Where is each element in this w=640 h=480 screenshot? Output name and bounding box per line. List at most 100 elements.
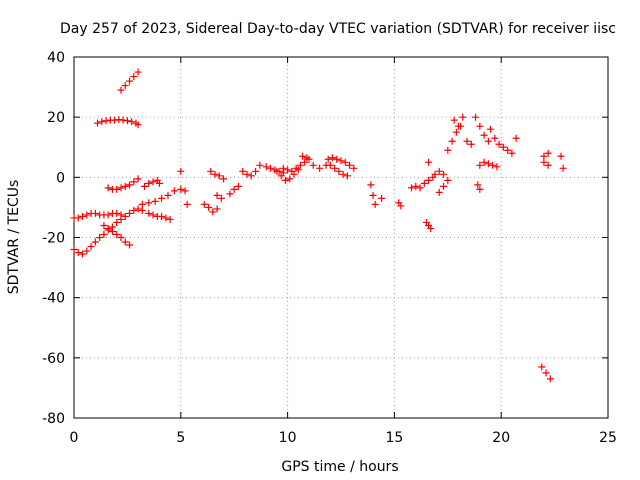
data-point (113, 209, 121, 217)
series-t14 (239, 161, 287, 180)
data-point (448, 137, 456, 145)
data-point (459, 113, 467, 121)
series-t12 (207, 167, 228, 183)
data-point (149, 178, 157, 186)
data-point (91, 238, 99, 246)
y-tick-label: 40 (47, 50, 65, 66)
series-t1 (70, 205, 142, 258)
x-tick-label: 15 (385, 430, 403, 446)
data-point (544, 149, 552, 157)
data-point (452, 128, 460, 136)
data-point (557, 152, 565, 160)
data-point (504, 146, 512, 154)
data-point (463, 137, 471, 145)
data-point (145, 179, 153, 187)
data-point (335, 167, 343, 175)
data-point (450, 116, 458, 124)
data-point (292, 164, 300, 172)
data-point (113, 185, 121, 193)
data-point (262, 163, 270, 171)
data-point (444, 176, 452, 184)
series-t16 (279, 155, 313, 175)
data-point (121, 212, 129, 220)
series-t11 (200, 194, 225, 216)
data-point (134, 205, 142, 213)
data-point (79, 212, 87, 220)
data-point (474, 181, 482, 189)
data-point (284, 166, 292, 174)
data-point (491, 134, 499, 142)
x-tick-label: 0 (70, 430, 79, 446)
data-point (427, 224, 435, 232)
data-point (213, 191, 221, 199)
data-point (326, 161, 334, 169)
data-point (495, 140, 503, 148)
data-point (200, 200, 208, 208)
data-point (211, 170, 219, 178)
data-point (339, 170, 347, 178)
data-point (493, 163, 501, 171)
data-point (155, 179, 163, 187)
data-point (74, 249, 82, 257)
data-point (341, 158, 349, 166)
data-point (126, 77, 134, 85)
data-point (164, 191, 172, 199)
data-point (113, 218, 121, 226)
data-point (544, 161, 552, 169)
data-point (79, 250, 87, 258)
data-point (542, 369, 550, 377)
data-point (440, 182, 448, 190)
series-t30 (474, 181, 484, 193)
data-point (476, 122, 484, 130)
axis-ticks: 0 5 10 15 20 25 -80 -60 -40 -20 0 20 40 (42, 50, 617, 446)
data-point (508, 149, 516, 157)
series-t33 (540, 149, 552, 160)
data-point (181, 187, 189, 195)
series-t34 (540, 158, 552, 169)
data-point (166, 215, 174, 223)
data-point (331, 164, 339, 172)
data-point (337, 157, 345, 165)
data-point (489, 161, 497, 169)
data-point (177, 167, 185, 175)
data-point (484, 137, 492, 145)
series-t10 (177, 167, 191, 208)
series-t15 (273, 166, 302, 184)
data-point (484, 160, 492, 168)
data-point (170, 187, 178, 195)
data-point (234, 182, 242, 190)
series-t35 (557, 152, 567, 172)
data-point (158, 212, 166, 220)
data-point (74, 214, 82, 222)
data-point (115, 116, 123, 124)
data-point (134, 121, 142, 129)
data-point (467, 140, 475, 148)
series-t9 (140, 176, 163, 190)
data-point (316, 164, 324, 172)
data-point (407, 184, 415, 192)
data-point (559, 164, 567, 172)
data-point (215, 172, 223, 180)
data-point (134, 68, 142, 76)
data-point (546, 375, 554, 383)
series-t29 (476, 158, 501, 171)
data-point (158, 194, 166, 202)
data-point (425, 176, 433, 184)
data-point (130, 206, 138, 214)
x-tick-label: 5 (176, 430, 185, 446)
data-point (207, 167, 215, 175)
data-point (93, 119, 101, 127)
data-point (100, 221, 108, 229)
data-point (416, 184, 424, 192)
data-point (472, 113, 480, 121)
data-point (108, 227, 116, 235)
y-tick-label: 20 (47, 110, 65, 126)
data-point (333, 155, 341, 163)
data-point (296, 161, 304, 169)
data-point (121, 82, 129, 90)
series-t25 (435, 176, 452, 196)
data-point (378, 194, 386, 202)
series-t18 (324, 154, 358, 172)
series-t8 (138, 185, 189, 208)
data-point (98, 118, 106, 126)
